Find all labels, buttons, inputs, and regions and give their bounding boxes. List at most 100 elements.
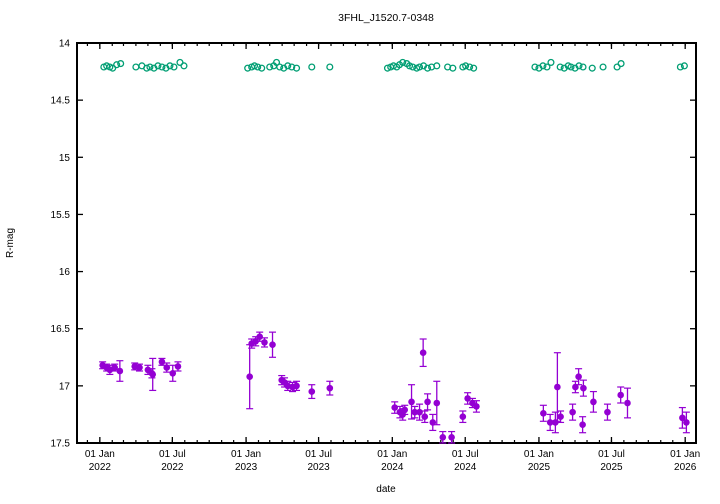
data-point [539, 62, 547, 70]
x-tick-label: 2023 [235, 462, 258, 473]
data-point [103, 62, 111, 70]
data-point [391, 404, 399, 411]
data-point [531, 63, 539, 71]
x-tick-label: 01 Jul [598, 449, 625, 460]
x-major-ticks: 01 Jan 2022 01 Jul 2022 01 Jan 2023 01 Jul 2023… [85, 43, 700, 473]
data-point [266, 63, 274, 71]
data-point [433, 399, 441, 407]
data-point [429, 419, 437, 426]
data-point [575, 373, 582, 381]
data-point [113, 61, 121, 69]
data-point [470, 64, 478, 72]
data-point [572, 383, 579, 391]
data-point [269, 341, 276, 349]
x-tick-label: 01 Jul [159, 449, 186, 460]
data-point [308, 388, 316, 395]
y-tick-label: 17 [59, 381, 71, 392]
y-tick-label: 15.5 [51, 210, 71, 221]
data-point [250, 62, 259, 70]
y-tick-label: 15 [59, 153, 71, 164]
data-point [109, 64, 117, 72]
data-point [258, 64, 266, 72]
data-point [466, 63, 474, 71]
data-point [554, 383, 561, 391]
data-point [326, 384, 334, 392]
data-point [326, 63, 334, 71]
series-faint-series-filled-circles [99, 331, 690, 444]
data-point [547, 58, 555, 66]
data-point [132, 63, 140, 71]
data-point [588, 64, 596, 72]
data-point [176, 58, 184, 66]
data-point [169, 369, 177, 377]
data-point [149, 371, 157, 378]
x-tick-label: 01 Jul [452, 449, 479, 460]
data-point [433, 62, 441, 70]
data-point [683, 419, 690, 426]
x-tick-label: 01 Jan [670, 449, 700, 460]
data-point [676, 63, 684, 71]
data-point [158, 63, 166, 71]
y-tick-label: 17.5 [51, 439, 71, 450]
data-point [399, 58, 407, 66]
data-point [111, 364, 118, 371]
x-tick-label: 2024 [381, 462, 404, 473]
data-point [154, 62, 162, 70]
x-tick-label: 2024 [454, 462, 477, 473]
chart-title: 3FHL_J1520.7-0348 [338, 12, 434, 24]
data-point [439, 433, 447, 441]
data-point [543, 63, 551, 71]
y-tick-label: 16.5 [51, 324, 71, 335]
data-point [617, 391, 624, 399]
data-point [136, 364, 143, 371]
data-point [604, 408, 611, 416]
data-point [473, 403, 480, 410]
x-tick-label: 01 Jan [524, 449, 554, 460]
data-point [449, 64, 457, 72]
y-tick-label: 14 [59, 39, 71, 50]
y-tick-label: 16 [59, 267, 71, 278]
data-point [244, 64, 252, 72]
x-tick-label: 01 Jan [231, 449, 261, 460]
plot-frame [76, 42, 697, 444]
x-tick-label: 2022 [89, 462, 112, 473]
data-point [546, 419, 554, 426]
data-point [464, 395, 471, 402]
data-point [680, 62, 688, 70]
data-point [163, 364, 171, 371]
data-point [261, 339, 268, 346]
data-point [540, 409, 547, 417]
data-point [462, 62, 470, 70]
data-point [459, 413, 467, 421]
data-point [416, 63, 424, 71]
data-point [405, 62, 414, 70]
data-point [419, 349, 427, 357]
data-point [272, 58, 281, 66]
x-tick-label: 01 Jul [305, 449, 332, 460]
y-ticks: 14 14.5 15 15.5 16 16.5 17 17.5 [51, 39, 696, 450]
data-point [252, 337, 259, 345]
data-point [256, 333, 263, 341]
data-point [579, 421, 586, 429]
data-point [580, 384, 587, 392]
data-point [254, 63, 262, 71]
data-point [624, 399, 631, 407]
x-tick-label: 2025 [528, 462, 551, 473]
x-tick-label: 01 Jan [85, 449, 115, 460]
data-point [308, 63, 316, 71]
y-axis-label: R-mag [5, 228, 16, 258]
data-point [579, 63, 587, 71]
data-point [599, 63, 607, 71]
data-point [383, 64, 392, 72]
data-point [180, 62, 188, 70]
plot-area: 01 Jan 2022 01 Jul 2022 01 Jan 2023 01 Jul 2023… [51, 39, 701, 474]
data-point [246, 373, 253, 381]
x-tick-label: 2023 [307, 462, 330, 473]
data-point [590, 398, 597, 406]
data-point [166, 62, 174, 70]
data-point [174, 363, 182, 370]
data-point [567, 63, 575, 71]
y-tick-label: 14.5 [51, 96, 71, 107]
data-point [421, 413, 429, 421]
